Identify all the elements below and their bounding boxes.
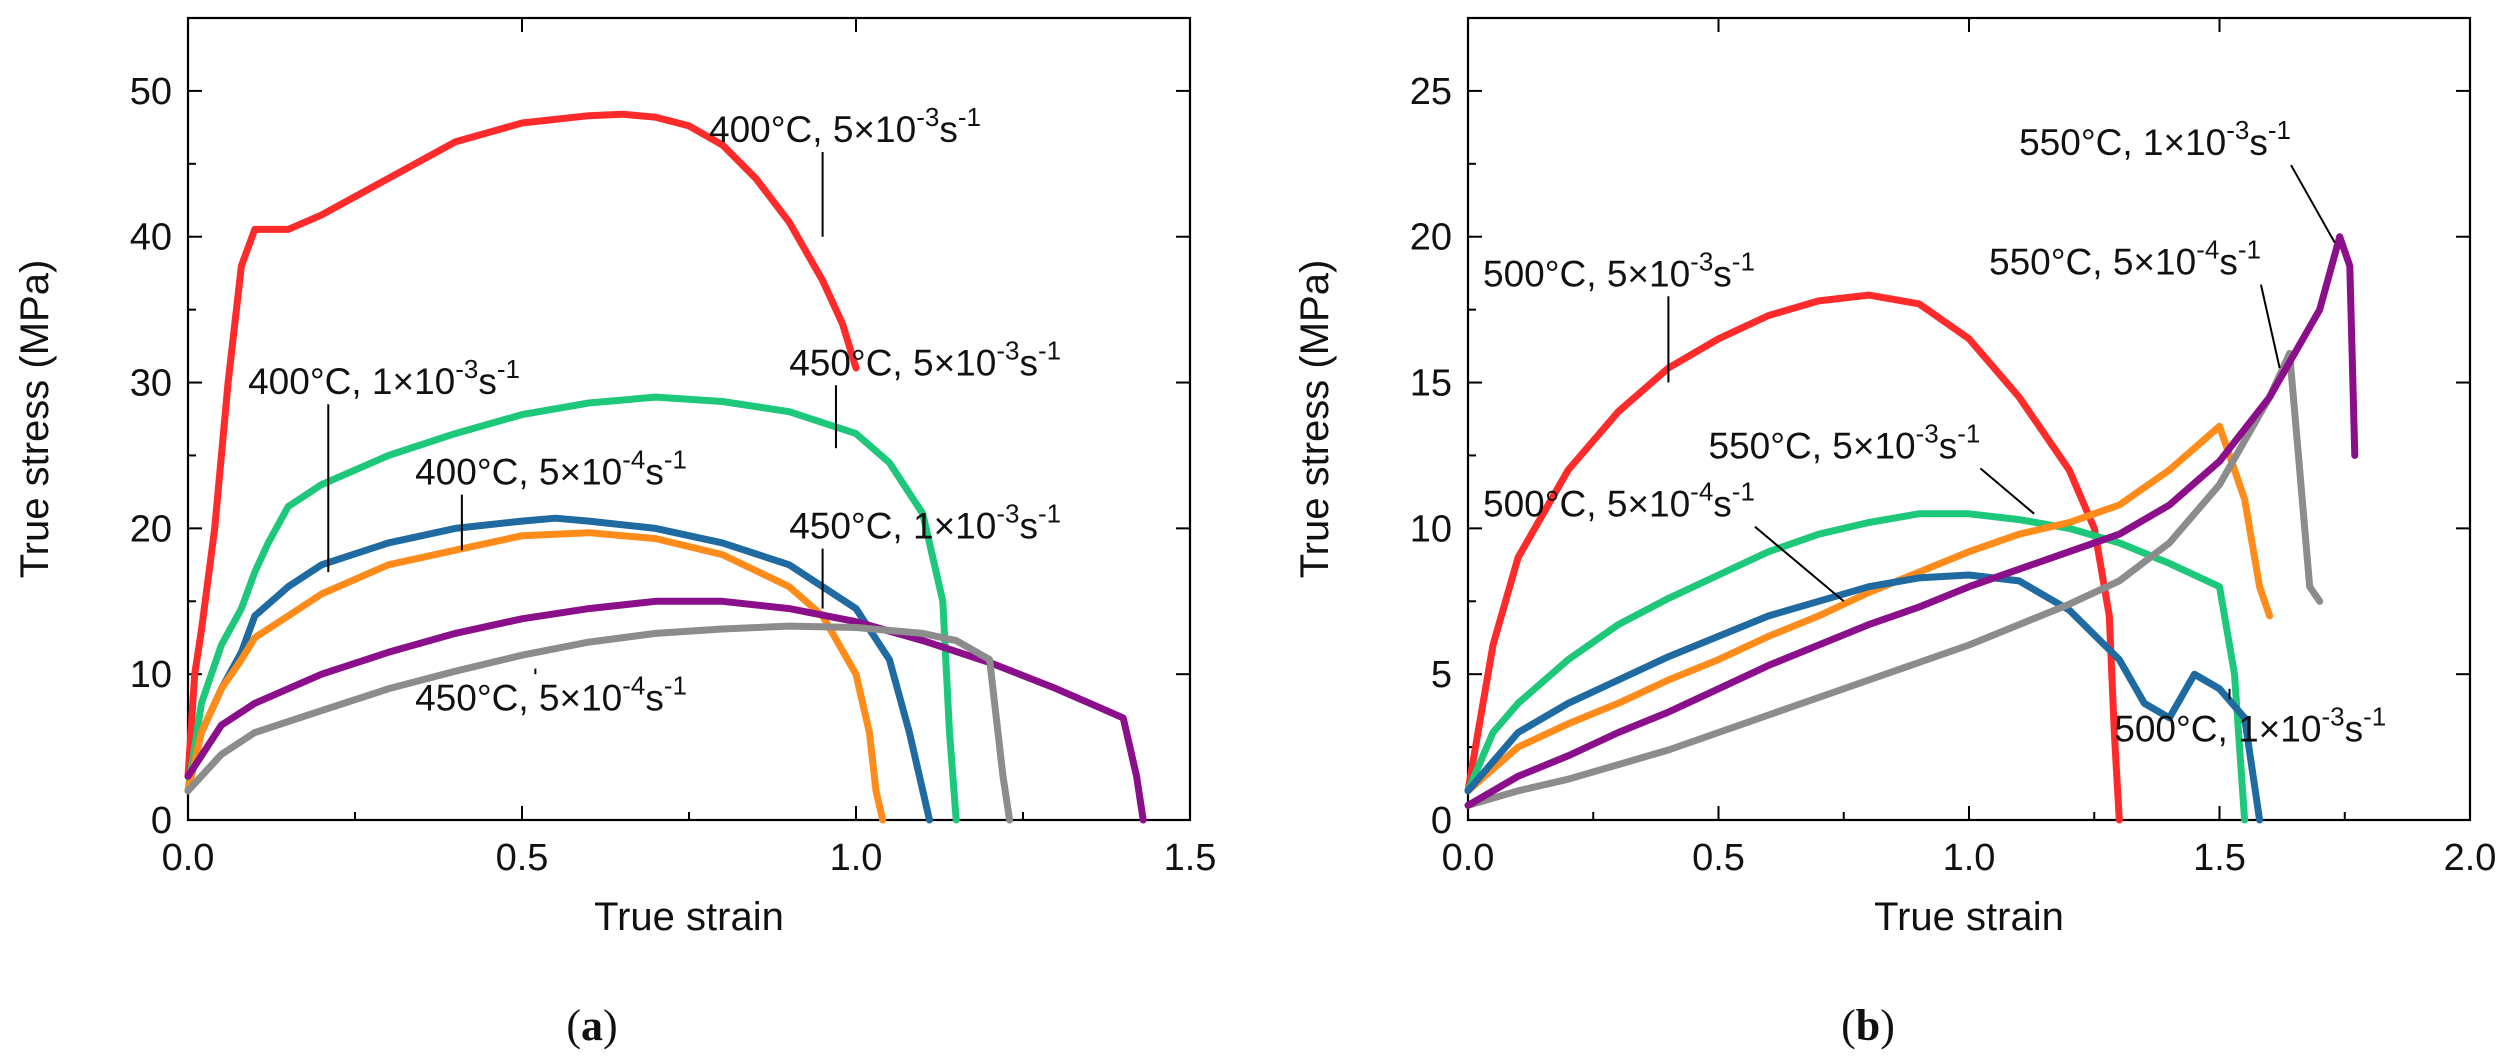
series-label-a-6: 450°C, 5×10-4s-1 <box>415 671 687 719</box>
panel-b: 0.0 0.5 1.0 1.5 2.0 0 5 10 15 20 25 True strain True… <box>1293 16 2497 1050</box>
y-tick-label: 20 <box>1410 217 1452 259</box>
y-tick-label: 50 <box>130 71 172 113</box>
series-label-a-2: 450°C, 5×10-3s-1 <box>789 335 1061 383</box>
series-line-b-6 <box>1464 233 2359 809</box>
series-line-a-6 <box>184 622 1014 824</box>
series-label-b-6: 550°C, 1×10-3s-1 <box>2019 115 2291 163</box>
series-line-a-3 <box>184 514 933 824</box>
series-label-b-2: 550°C, 5×10-3s-1 <box>1708 418 1980 466</box>
y-tick-label: 10 <box>1410 508 1452 550</box>
series-line-b-1 <box>1464 291 2123 824</box>
series-line-a-2 <box>184 393 960 824</box>
series-label-b-4: 500°C, 1×10-3s-1 <box>2114 701 2386 749</box>
x-tick-label: 1.5 <box>2193 837 2246 879</box>
x-tick-label: 0.5 <box>1692 837 1745 879</box>
y-tick-label: 20 <box>130 508 172 550</box>
x-tick-label: 1.0 <box>1943 837 1996 879</box>
panel-a: 0.0 0.5 1.0 1.5 0 10 20 30 40 50 True strain True s… <box>13 16 1217 1050</box>
series-line-a-1 <box>184 110 860 780</box>
leader-line-b-6 <box>2290 164 2336 244</box>
x-tick-label: 0.0 <box>1442 837 1495 879</box>
series-line-a-4 <box>184 529 887 824</box>
series-label-b-3: 500°C, 5×10-4s-1 <box>1483 477 1755 525</box>
series-line-b-2 <box>1464 510 2249 824</box>
series-label-b-5: 550°C, 5×10-4s-1 <box>1989 235 2261 283</box>
series-label-b-1: 500°C, 5×10-3s-1 <box>1483 246 1755 294</box>
series-label-a-3: 400°C, 1×10-3s-1 <box>248 354 520 402</box>
y-axis-title: True stress (MPa) <box>13 260 57 579</box>
y-tick-label: 5 <box>1431 654 1452 696</box>
leader-line-b-3 <box>1754 525 1845 603</box>
panel-label-a: (a) <box>566 1001 617 1050</box>
panel-label-b: (b) <box>1841 1001 1895 1050</box>
y-tick-label: 0 <box>151 800 172 842</box>
x-tick-label: 1.0 <box>830 837 883 879</box>
x-axis-title: True strain <box>594 895 784 939</box>
leader-line-b-5 <box>2259 284 2281 369</box>
series-label-a-1: 400°C, 5×10-3s-1 <box>709 102 981 150</box>
y-tick-label: 40 <box>130 217 172 259</box>
x-axis-title: True strain <box>1874 895 2064 939</box>
x-tick-label: 1.5 <box>1164 837 1217 879</box>
x-tick-label: 0.5 <box>496 837 549 879</box>
x-tick-label: 2.0 <box>2444 837 2497 879</box>
series-label-a-4: 400°C, 5×10-4s-1 <box>415 445 687 493</box>
series-label-a-5: 450°C, 1×10-3s-1 <box>789 499 1061 547</box>
x-tick-label: 0.0 <box>162 837 215 879</box>
y-axis-title: True stress (MPa) <box>1293 260 1337 579</box>
series-line-a-5 <box>184 597 1147 824</box>
y-tick-label: 30 <box>130 363 172 405</box>
y-tick-label: 25 <box>1410 71 1452 113</box>
leader-line-b-2 <box>1979 467 2035 515</box>
y-tick-label: 0 <box>1431 800 1452 842</box>
y-tick-label: 15 <box>1410 363 1452 405</box>
y-tick-label: 10 <box>130 654 172 696</box>
series-line-b-3 <box>1464 422 2274 795</box>
series-line-b-4 <box>1464 571 2264 824</box>
